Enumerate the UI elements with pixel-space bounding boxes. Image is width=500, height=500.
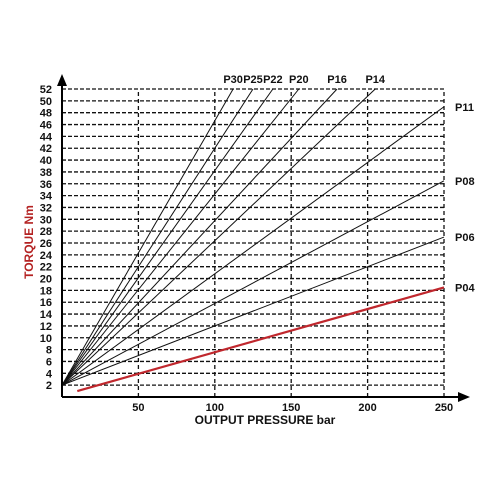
series-line: [61, 88, 338, 386]
series-line: [61, 88, 254, 386]
series-label: P22: [263, 74, 283, 86]
series-label: P30: [223, 74, 243, 86]
y-axis-title: TORQUE Nm: [22, 205, 36, 279]
y-tick-label: 40: [40, 155, 52, 167]
y-tick-label: 18: [40, 285, 52, 297]
y-tick-label: 50: [40, 96, 52, 108]
series-line: [76, 286, 445, 393]
y-tick-label: 14: [40, 309, 53, 321]
series-label: P08: [455, 176, 475, 188]
y-tick-label: 4: [46, 368, 53, 380]
series-line: [61, 106, 445, 386]
y-tick-label: 22: [40, 262, 52, 274]
y-tick-label: 38: [40, 167, 52, 179]
y-tick-label: 52: [40, 84, 52, 96]
x-tick-label: 50: [132, 402, 144, 414]
y-tick-label: 20: [40, 274, 52, 286]
y-tick-label: 12: [40, 321, 52, 333]
label-layer: P30 P25 P22 P20 P16 P14 P11 P08 P06 P04: [223, 74, 475, 294]
y-tick-label: 46: [40, 120, 52, 132]
series-line: [61, 88, 300, 386]
y-tick-label: 6: [46, 356, 52, 368]
y-tick-label: 48: [40, 108, 52, 120]
y-tick-label: 30: [40, 214, 52, 226]
series-layer: [61, 88, 445, 393]
series-label: P06: [455, 232, 475, 244]
series-line: [61, 180, 445, 386]
y-tick-label: 34: [40, 191, 53, 203]
series-label: P11: [455, 102, 474, 114]
y-tick-label: 42: [40, 143, 52, 155]
y-tick-label: 44: [40, 131, 53, 143]
x-tick-label: 150: [282, 402, 300, 414]
x-axis-title: OUTPUT PRESSURE bar: [195, 413, 336, 427]
y-tick-label: 16: [40, 297, 52, 309]
series-label: P25: [243, 74, 263, 86]
x-tick-label: 100: [206, 402, 224, 414]
y-axis-arrow: [57, 74, 67, 86]
axis-layer: [57, 74, 470, 402]
series-label: P04: [455, 282, 475, 294]
series-label: P16: [327, 74, 347, 86]
series-line: [61, 236, 445, 386]
grid-layer: [62, 88, 445, 397]
series-label: P14: [365, 74, 385, 86]
y-tick-label: 24: [40, 250, 53, 262]
series-line: [61, 88, 234, 386]
y-tick-label: 2: [46, 380, 52, 392]
y-tick-label: 26: [40, 238, 52, 250]
y-tick-label: 8: [46, 345, 52, 357]
x-axis-arrow: [458, 392, 470, 402]
x-tick-label: 250: [435, 402, 453, 414]
series-line: [61, 88, 274, 386]
y-tick-label: 36: [40, 179, 52, 191]
series-line: [61, 88, 376, 386]
series-label: P20: [289, 74, 309, 86]
tick-layer: 2468101214161820222426283032343638404244…: [40, 84, 453, 414]
y-tick-label: 32: [40, 202, 52, 214]
x-tick-label: 200: [358, 402, 376, 414]
y-tick-label: 10: [40, 333, 52, 345]
y-tick-label: 28: [40, 226, 52, 238]
